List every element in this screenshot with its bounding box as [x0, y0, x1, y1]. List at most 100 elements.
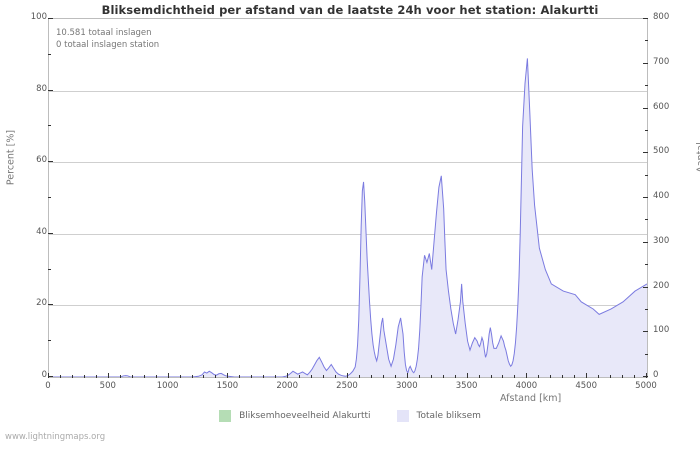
legend-label: Bliksemhoeveelheid Alakurtti [239, 411, 371, 421]
y-tick-label-left: 0 [41, 370, 47, 380]
legend-swatch [396, 410, 409, 422]
axis-tick [60, 375, 61, 378]
axis-tick [467, 373, 468, 378]
y-tick-label-left: 20 [36, 298, 47, 309]
axis-tick [562, 375, 563, 378]
axis-tick [48, 269, 51, 270]
x-tick-label: 2000 [276, 381, 298, 391]
axis-tick [48, 125, 51, 126]
y-tick-label-right: 400 [653, 191, 670, 201]
axis-tick [643, 108, 648, 109]
y-tick-label-right: 300 [653, 235, 670, 246]
y-tick-label-right: 200 [653, 280, 670, 291]
axis-tick [48, 376, 53, 377]
axis-tick [275, 375, 276, 378]
axis-tick [622, 375, 623, 378]
axis-tick [645, 130, 648, 131]
axis-tick [287, 373, 288, 378]
axis-tick [311, 375, 312, 378]
y-tick-label-right: 700 [653, 56, 670, 67]
axis-tick [359, 375, 360, 378]
station-strikes-label: 0 totaal inslagen station [56, 40, 160, 50]
axis-tick [48, 161, 53, 162]
axis-tick [610, 375, 611, 378]
axis-tick [96, 375, 97, 378]
axis-tick [48, 340, 51, 341]
axis-tick [643, 242, 648, 243]
axis-tick [48, 373, 49, 378]
axis-tick [646, 373, 647, 378]
axis-tick [227, 373, 228, 378]
page-title: Bliksemdichtheid per afstand van de laat… [101, 3, 599, 17]
axis-tick [407, 373, 408, 378]
axis-tick [251, 375, 252, 378]
axis-tick [634, 375, 635, 378]
axis-tick [419, 375, 420, 378]
axis-tick [48, 18, 53, 19]
axis-tick [144, 375, 145, 378]
axis-tick [502, 375, 503, 378]
legend-label: Totale bliksem [416, 411, 481, 421]
axis-tick [645, 264, 648, 265]
y-tick-label-left: 100 [30, 12, 47, 22]
y-tick-label-left: 60 [36, 155, 47, 166]
x-tick-label: 3500 [455, 381, 478, 391]
axis-tick [526, 373, 527, 378]
x-tick-label: 1500 [216, 381, 239, 391]
axis-tick [48, 197, 51, 198]
y-tick-label-right: 100 [653, 325, 670, 336]
axis-tick [48, 233, 53, 234]
axis-tick [479, 375, 480, 378]
axis-tick [84, 375, 85, 378]
totals-annotation: 10.581 totaal inslagen 0 totaal inslagen … [56, 27, 159, 51]
axis-tick [643, 331, 648, 332]
axis-tick [347, 373, 348, 378]
axis-tick [48, 304, 53, 305]
axis-tick [645, 354, 648, 355]
axis-tick [643, 18, 648, 19]
axis-tick [180, 375, 181, 378]
axis-tick [574, 375, 575, 378]
axis-tick [48, 54, 51, 55]
x-tick-label: 2500 [336, 381, 358, 391]
axis-tick [643, 152, 648, 153]
axis-tick [514, 375, 515, 378]
axis-tick [455, 375, 456, 378]
y-tick-label-left: 80 [36, 83, 47, 94]
legend-total-lightning[interactable]: Totale bliksem [396, 410, 481, 422]
y-tick-label-right: 600 [653, 101, 670, 112]
axis-tick [643, 197, 648, 198]
axis-tick [645, 175, 648, 176]
axis-tick [371, 375, 372, 378]
axis-tick [550, 375, 551, 378]
x-tick-label: 1000 [156, 381, 179, 391]
axis-tick [586, 373, 587, 378]
axis-tick [431, 375, 432, 378]
axis-tick [443, 375, 444, 378]
axis-tick [538, 375, 539, 378]
axis-tick [203, 375, 204, 378]
x-tick-label: 5000 [635, 381, 657, 391]
axis-tick [156, 375, 157, 378]
site-footer: www.lightningmaps.org [5, 432, 106, 442]
axis-tick [643, 287, 648, 288]
y-tick-label-right: 500 [653, 146, 670, 157]
axis-tick [643, 376, 648, 377]
axis-tick [215, 375, 216, 378]
axis-tick [645, 309, 648, 310]
y-tick-label-right: 0 [653, 370, 659, 380]
axis-tick [383, 375, 384, 378]
x-tick-label: 3000 [395, 381, 418, 391]
x-tick-label: 0 [45, 381, 51, 391]
axis-tick [299, 375, 300, 378]
legend-swatch [219, 410, 232, 422]
axis-tick [335, 375, 336, 378]
legend-station-amount[interactable]: Bliksemhoeveelheid Alakurtti [219, 410, 371, 422]
x-tick-label: 4500 [575, 381, 597, 391]
axis-tick [168, 373, 169, 378]
y-tick-label-left: 40 [36, 226, 47, 237]
x-tick-label: 4000 [515, 381, 538, 391]
axis-tick [72, 375, 73, 378]
axis-tick [598, 375, 599, 378]
